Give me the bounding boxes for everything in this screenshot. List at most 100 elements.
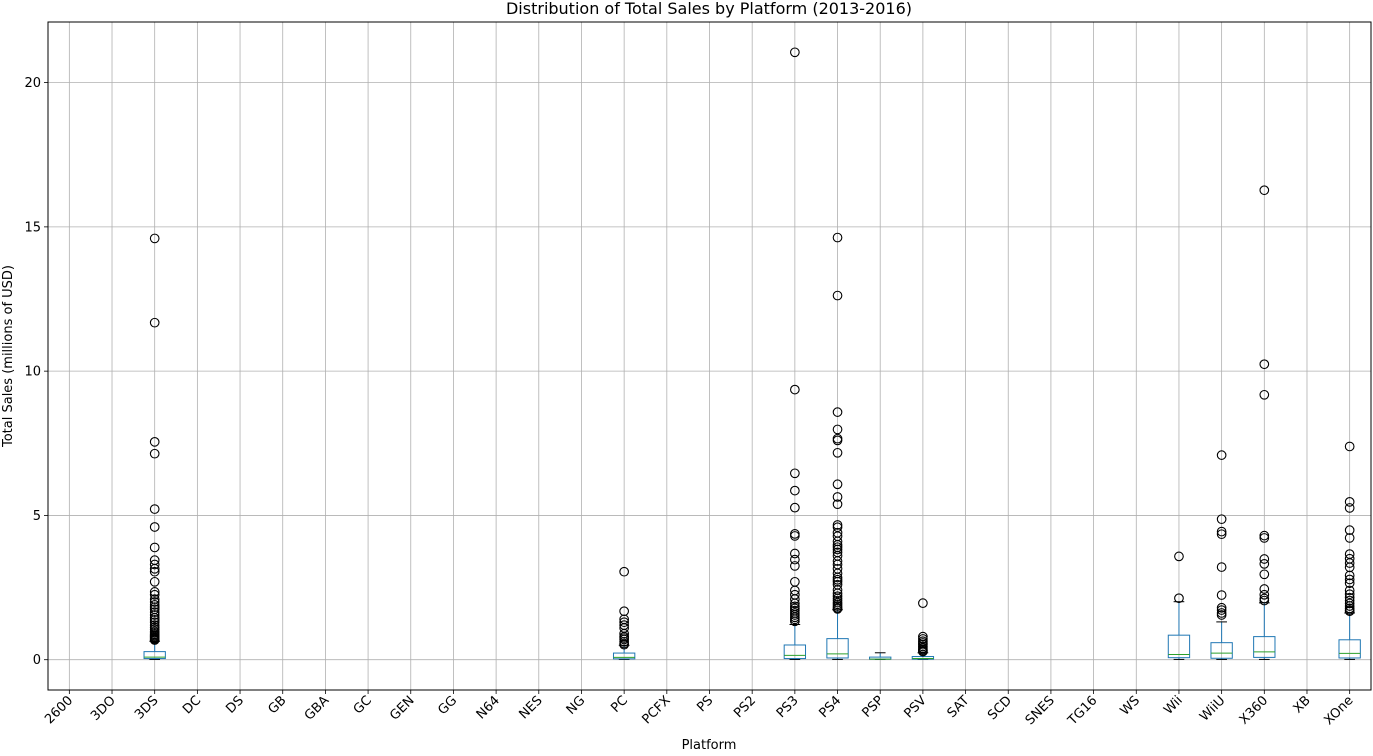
outlier-point (149, 607, 160, 617)
outlier-point (832, 447, 843, 458)
outlier-point (1216, 529, 1227, 540)
x-tick-label: GC (351, 693, 375, 717)
outlier-point (1259, 569, 1270, 580)
outlier-point (1216, 605, 1227, 615)
outlier-point (1344, 497, 1355, 507)
iqr-box (826, 638, 849, 659)
x-tick-label: SNES (1023, 693, 1058, 728)
outlier-point (832, 424, 843, 435)
outlier-point (1344, 578, 1355, 589)
box-wiiu (1210, 450, 1233, 660)
x-tick-label: 3DO (88, 693, 119, 724)
outlier-point (832, 407, 843, 417)
outlier-point (1216, 450, 1227, 460)
outlier-point (619, 566, 629, 577)
x-tick-label: NG (564, 693, 589, 718)
outlier-point (149, 620, 160, 630)
outlier-point (149, 587, 160, 597)
outlier-point (1344, 533, 1355, 543)
outlier-point (149, 635, 160, 645)
outlier-point (149, 576, 160, 587)
x-tick-label: 3DS (132, 693, 161, 722)
outlier-point (790, 502, 800, 513)
x-tick-label: WS (1118, 693, 1144, 719)
outlier-point (1344, 595, 1355, 606)
outlier-point (832, 290, 843, 301)
outlier-point (832, 544, 843, 555)
box-wii (1167, 551, 1191, 660)
iqr-box (911, 656, 935, 660)
outlier-point (832, 520, 843, 530)
outlier-point (1259, 595, 1270, 606)
outlier-point (1259, 584, 1270, 594)
outlier-point (149, 615, 160, 625)
outlier-point (619, 639, 629, 650)
y-tick-label: 0 (33, 653, 41, 668)
outlier-point (832, 604, 843, 614)
x-tick-label: 2600 (42, 693, 76, 727)
outlier-point (1216, 562, 1227, 572)
outlier-point (1259, 554, 1270, 564)
outlier-point (1174, 551, 1184, 562)
x-tick-label: N64 (474, 693, 503, 722)
x-tick-label: SAT (945, 693, 973, 721)
x-tick-label: PS3 (774, 693, 802, 721)
iqr-box (1167, 634, 1191, 659)
outlier-point (832, 232, 843, 243)
outlier-point (832, 556, 843, 566)
outlier-point (1259, 589, 1270, 600)
x-tick-label: XB (1291, 693, 1314, 716)
x-tick-label: WiiU (1197, 693, 1228, 724)
box-xone (1338, 441, 1361, 660)
outlier-point (1344, 441, 1355, 452)
outlier-point (918, 598, 928, 608)
outlier-point (1344, 558, 1355, 568)
x-tick-label: DC (180, 693, 204, 717)
iqr-box (783, 644, 807, 660)
outlier-point (1216, 514, 1227, 525)
outlier-point (149, 600, 160, 610)
outlier-point (790, 548, 800, 559)
plot-frame (47, 21, 1372, 691)
outlier-point (832, 435, 843, 446)
outlier-point (1344, 525, 1355, 535)
outlier-point (790, 561, 800, 571)
outlier-point (832, 540, 843, 550)
outlier-point (1259, 530, 1270, 541)
outlier-point (149, 617, 160, 628)
outlier-point (149, 317, 160, 328)
box-layer (143, 47, 1361, 660)
outlier-point (1344, 601, 1355, 611)
outlier-point (149, 233, 160, 244)
box-x360 (1253, 185, 1276, 660)
box-pc (612, 566, 636, 660)
x-tick-label: GBA (302, 693, 332, 723)
outlier-point (832, 499, 843, 510)
outlier-point (790, 554, 800, 565)
outlier-point (790, 594, 800, 604)
iqr-box (612, 652, 636, 660)
outlier-point (149, 448, 160, 459)
iqr-box (1253, 636, 1276, 658)
outlier-point (790, 468, 800, 479)
outlier-point (918, 634, 928, 644)
outlier-point (619, 617, 629, 628)
y-tick-label: 20 (24, 76, 41, 91)
outlier-point (1216, 610, 1227, 620)
x-tick-label: GB (266, 693, 290, 717)
y-tick-label: 5 (33, 509, 41, 524)
iqr-box (1338, 639, 1361, 659)
outlier-point (1344, 589, 1355, 600)
box-psv (911, 598, 935, 660)
outlier-point (1344, 574, 1355, 585)
outlier-point (1174, 593, 1184, 604)
outlier-point (149, 610, 160, 620)
outlier-point (1259, 185, 1270, 196)
outlier-point (790, 485, 800, 496)
x-tick-label: TG16 (1065, 693, 1101, 729)
outlier-point (1344, 585, 1355, 596)
outlier-point (1344, 606, 1355, 617)
x-axis-label: Platform (682, 738, 737, 752)
